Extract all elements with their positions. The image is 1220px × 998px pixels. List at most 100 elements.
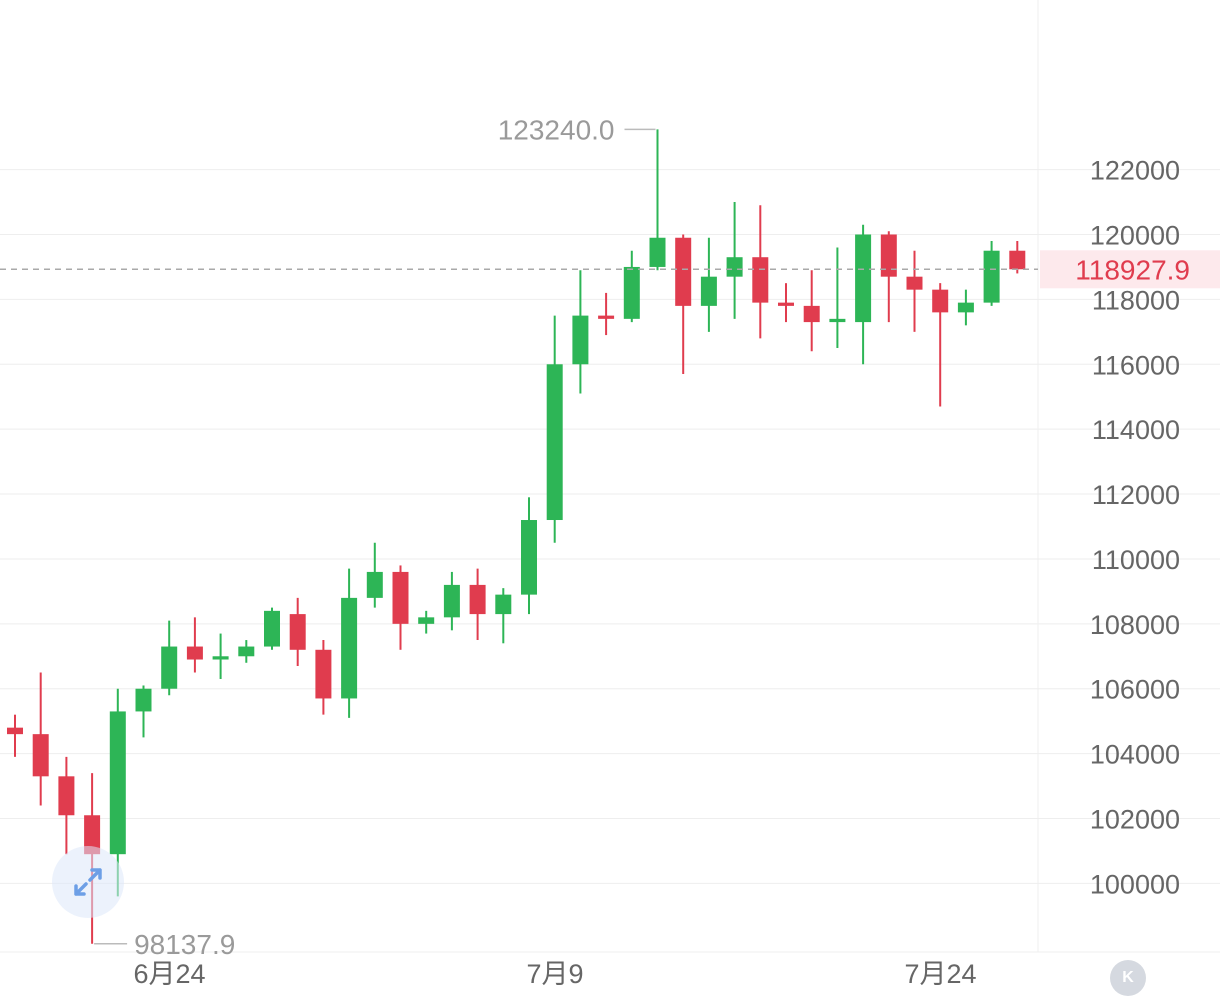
y-tick-label: 104000 xyxy=(1090,740,1180,770)
candle-body xyxy=(598,315,615,319)
candle xyxy=(315,640,332,715)
candle xyxy=(135,685,152,738)
y-tick-label: 120000 xyxy=(1090,221,1180,251)
candle-body xyxy=(469,584,486,615)
candle xyxy=(521,497,537,615)
candle-body xyxy=(778,302,794,306)
low-price-label: 98137.9 xyxy=(134,929,235,960)
candle xyxy=(957,289,974,326)
candle-body xyxy=(161,646,178,689)
current-price-badge xyxy=(1040,250,1220,289)
y-tick-label: 108000 xyxy=(1090,610,1180,640)
candle-body xyxy=(109,711,126,855)
candle xyxy=(649,129,666,271)
candle xyxy=(855,224,872,365)
candle xyxy=(32,672,49,806)
candle-body xyxy=(700,276,717,306)
y-tick-label: 112000 xyxy=(1092,480,1180,510)
candle xyxy=(58,756,75,855)
candle xyxy=(392,565,409,650)
candle-body xyxy=(84,815,101,855)
candle-body xyxy=(649,237,666,267)
candle xyxy=(700,237,717,332)
high-price-label: 123240.0 xyxy=(498,114,615,145)
candle-body xyxy=(7,727,23,735)
candle xyxy=(803,270,820,352)
candle xyxy=(546,315,563,543)
candle xyxy=(341,568,358,718)
candle-body xyxy=(58,776,75,816)
candle xyxy=(880,231,897,323)
candle-body xyxy=(418,617,435,624)
candle-body xyxy=(957,302,974,313)
y-tick-label: 102000 xyxy=(1090,805,1180,835)
candle-body xyxy=(392,571,409,624)
candle xyxy=(7,714,23,757)
y-tick-label: 106000 xyxy=(1090,675,1180,705)
candle xyxy=(932,283,949,407)
candle-body xyxy=(289,614,306,650)
candle xyxy=(829,247,846,349)
candle xyxy=(906,250,923,332)
annotations-layer: 118927.9 123240.0 98137.9 xyxy=(0,114,1220,960)
candle xyxy=(572,270,589,394)
candle xyxy=(778,283,794,323)
x-tick-label: 7月9 xyxy=(526,959,583,989)
scroll-to-latest-button[interactable]: K xyxy=(1110,960,1146,996)
y-tick-label: 100000 xyxy=(1090,869,1180,899)
candle-body xyxy=(341,597,358,699)
candle-body xyxy=(752,257,769,303)
candle xyxy=(212,633,229,679)
candle-body xyxy=(546,364,563,521)
expand-arrows-icon xyxy=(74,868,102,896)
candle xyxy=(366,542,383,608)
candle xyxy=(983,240,1000,306)
candle-body xyxy=(803,305,820,323)
candle xyxy=(443,571,460,631)
grid-layer xyxy=(0,0,1220,953)
candle-body xyxy=(906,276,923,290)
y-tick-label: 116000 xyxy=(1092,350,1180,380)
candle-body xyxy=(135,688,152,712)
y-tick-label: 118000 xyxy=(1092,285,1180,315)
candle xyxy=(264,607,280,650)
candle-body xyxy=(675,237,692,306)
candle xyxy=(418,610,435,634)
candle-body xyxy=(623,266,640,319)
candle xyxy=(1009,240,1026,274)
candle xyxy=(469,568,486,641)
candle xyxy=(289,597,306,667)
candle xyxy=(161,620,178,696)
y-tick-label: 114000 xyxy=(1092,415,1180,445)
axis-layer: 100000 102000 104000 106000 108000 110000 1120… xyxy=(133,156,1180,989)
candle-body xyxy=(443,584,460,618)
candle-body xyxy=(238,646,255,657)
candle-body xyxy=(495,594,512,615)
candle xyxy=(726,202,743,319)
candle-body xyxy=(855,234,872,323)
candle xyxy=(623,250,640,323)
candle-body xyxy=(212,656,229,660)
candles-layer xyxy=(7,129,1026,944)
candle-body xyxy=(932,289,949,313)
candle-body xyxy=(829,318,846,323)
expand-chart-button[interactable] xyxy=(52,846,124,918)
candle-body xyxy=(186,646,203,660)
y-tick-label: 122000 xyxy=(1090,156,1180,186)
chevron-left-bar-icon: K xyxy=(1122,969,1134,986)
candle xyxy=(495,588,512,644)
candle-body xyxy=(315,649,332,699)
candle-body xyxy=(983,250,1000,303)
candle xyxy=(186,617,203,673)
x-tick-label: 6月24 xyxy=(133,959,205,989)
candle-body xyxy=(521,520,537,595)
candle-body xyxy=(726,257,743,277)
candle xyxy=(598,292,615,336)
current-price-label: 118927.9 xyxy=(1075,254,1190,285)
candle-body xyxy=(264,610,280,647)
candle-body xyxy=(1009,250,1026,270)
candle xyxy=(675,234,692,375)
candle-body xyxy=(366,571,383,598)
candle xyxy=(752,205,769,339)
